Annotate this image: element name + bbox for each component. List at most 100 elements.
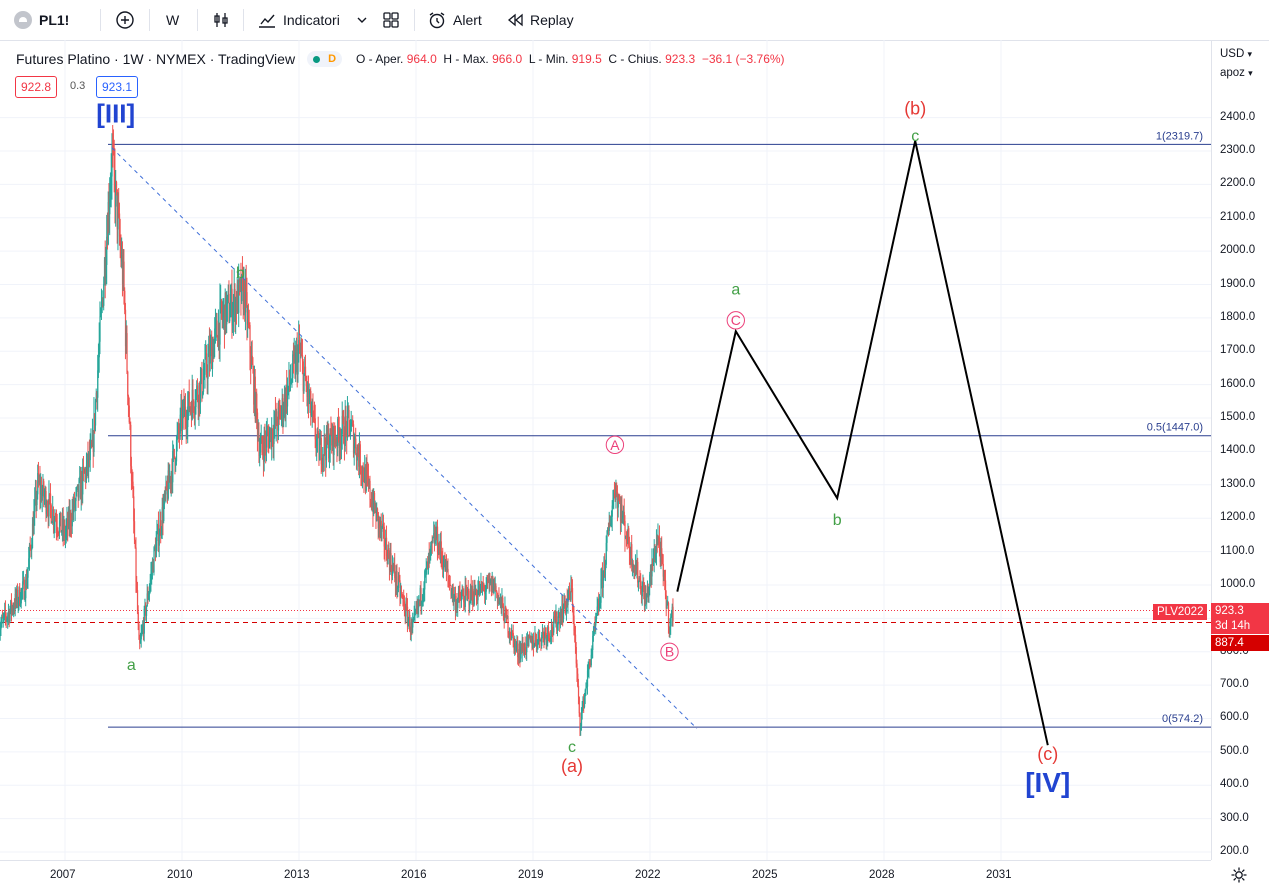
price-tick-label: 1000.0: [1220, 578, 1255, 590]
candle-body: [260, 444, 261, 453]
line-price-tag: 887.4: [1211, 635, 1269, 651]
candle-body: [670, 617, 671, 627]
time-tick-label: 2028: [869, 869, 895, 881]
indicators-button[interactable]: Indicatori: [257, 0, 340, 40]
candle-body: [513, 633, 514, 638]
price-tick-label: 1200.0: [1220, 511, 1255, 523]
candle-body: [60, 513, 61, 533]
currency-selector[interactable]: USD ▾: [1220, 48, 1252, 60]
wave-label-b: b: [236, 265, 245, 282]
candle-body: [153, 548, 154, 573]
price-tick-label: 1700.0: [1220, 344, 1255, 356]
top-toolbar: PL1! W Indicatori Alert Replay: [0, 0, 1269, 41]
candle-body: [578, 686, 579, 697]
high-label: H - Max.: [443, 52, 488, 66]
candle-body: [27, 569, 28, 578]
time-tick-label: 2016: [401, 869, 427, 881]
close-label: C - Chius.: [608, 52, 661, 66]
last-price-tag: 923.3: [1211, 603, 1269, 619]
candle-body: [447, 569, 448, 576]
candles-icon: [211, 10, 231, 30]
chart-style-button[interactable]: [211, 0, 231, 40]
candle-body: [103, 284, 104, 306]
candle-body: [355, 439, 356, 454]
price-tick-label: 1300.0: [1220, 478, 1255, 490]
price-chart[interactable]: 1(2319.7)0.5(1447.0)0(574.2) [III]abc(a)…: [0, 40, 1211, 860]
price-tick-label: 2000.0: [1220, 244, 1255, 256]
layouts-button[interactable]: [381, 0, 401, 40]
settings-gear-icon[interactable]: [1230, 866, 1248, 884]
compare-symbol-button[interactable]: [115, 0, 135, 40]
candle-body: [666, 605, 667, 608]
symbol-search-button[interactable]: PL1!: [14, 0, 69, 40]
price-tick-label: 300.0: [1220, 812, 1249, 824]
unit-label: apoz: [1220, 67, 1245, 79]
price-tick-label: 400.0: [1220, 778, 1249, 790]
alert-button[interactable]: Alert: [427, 0, 482, 40]
currency-label: USD: [1220, 48, 1244, 60]
candle-body: [539, 630, 540, 640]
open-value: 964.0: [407, 52, 437, 66]
price-tick-label: 2300.0: [1220, 144, 1255, 156]
wave-label-a: a: [127, 657, 136, 674]
candle-body: [174, 449, 175, 457]
candle-body: [377, 508, 378, 512]
wave-label-circle-c: C: [731, 312, 741, 328]
candle-body: [159, 536, 160, 546]
buy-price-box[interactable]: 923.1: [96, 76, 138, 98]
candle-body: [412, 622, 413, 628]
time-tick-label: 2019: [518, 869, 544, 881]
price-tick-label: 1500.0: [1220, 411, 1255, 423]
chevron-down-icon: [355, 13, 369, 27]
sell-price-box[interactable]: 922.8: [15, 76, 57, 98]
price-tick-label: 2200.0: [1220, 177, 1255, 189]
indicators-dropdown[interactable]: [355, 0, 369, 40]
market-open-dot: [313, 56, 320, 63]
candle-body: [637, 562, 638, 583]
close-value: 923.3: [665, 52, 695, 66]
time-tick-label: 2025: [752, 869, 778, 881]
add-circle-icon: [115, 10, 135, 30]
time-tick-label: 2010: [167, 869, 193, 881]
wave-label-a-projected: a: [731, 282, 740, 299]
interval-button[interactable]: W: [166, 0, 179, 40]
plv2022-line-label: PLV2022: [1153, 604, 1207, 620]
wave-label-minor-b: (b): [904, 98, 926, 118]
candle-body: [606, 534, 607, 543]
candle-body: [99, 316, 100, 342]
grid-layout-icon: [381, 10, 401, 30]
symbol-label: PL1!: [39, 12, 69, 28]
wave-label-circle-b: B: [665, 644, 674, 660]
candle-body: [319, 444, 320, 460]
low-label: L - Min.: [529, 52, 569, 66]
candle-body: [672, 607, 673, 621]
candle-body: [507, 616, 508, 633]
time-tick-label: 2031: [986, 869, 1012, 881]
candle-body: [146, 606, 147, 616]
unit-selector[interactable]: apoz ▾: [1220, 67, 1253, 79]
time-tick-label: 2013: [284, 869, 310, 881]
wave-label-circle-a: A: [610, 437, 620, 453]
alarm-clock-icon: [427, 10, 447, 30]
candle-body: [563, 608, 564, 619]
candle-body: [572, 588, 573, 606]
candle-body: [116, 182, 117, 190]
price-tick-label: 1100.0: [1220, 545, 1254, 557]
replay-button[interactable]: Replay: [506, 0, 574, 40]
interval-label: W: [166, 12, 179, 28]
candle-body: [127, 372, 128, 397]
candle-body: [123, 262, 124, 291]
candle-body: [585, 688, 586, 690]
elliott-projection-path: [677, 141, 1048, 745]
price-tick-label: 2100.0: [1220, 211, 1255, 223]
wave-label-minor-c: (c): [1037, 744, 1058, 764]
time-tick-label: 2007: [50, 869, 76, 881]
alert-label: Alert: [453, 12, 482, 28]
market-status-badge: D: [307, 51, 342, 67]
wave-label-c: c: [568, 739, 576, 756]
spread-value: 0.3: [70, 80, 85, 92]
wave-label-c-projected: c: [911, 128, 919, 145]
